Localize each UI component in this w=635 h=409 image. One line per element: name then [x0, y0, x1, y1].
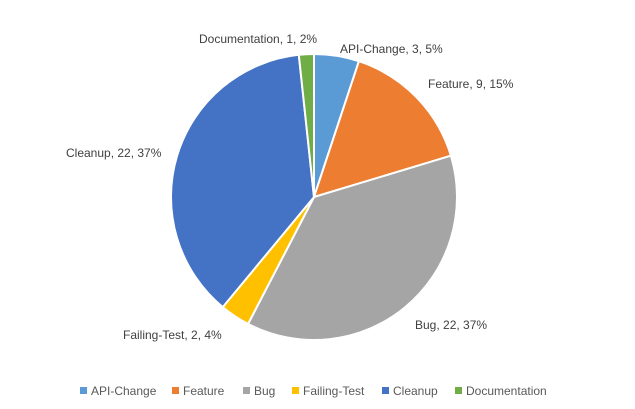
legend-swatch-feature: [172, 387, 179, 394]
legend-label-api-change: API-Change: [91, 384, 157, 398]
pie-data-labels: API-Change, 3, 5% Feature, 9, 15% Bug, 22,…: [66, 32, 514, 342]
data-label-bug: Bug, 22, 37%: [415, 318, 487, 332]
data-label-feature: Feature, 9, 15%: [428, 77, 514, 91]
pie-slice-feature: [312, 59, 453, 199]
legend-swatch-cleanup: [382, 387, 389, 394]
legend-item-cleanup: Cleanup: [382, 384, 438, 398]
legend-item-bug: Bug: [243, 384, 275, 398]
legend-swatch-bug: [243, 387, 250, 394]
legend-item-documentation: Documentation: [455, 384, 547, 398]
data-label-cleanup: Cleanup, 22, 37%: [66, 146, 162, 160]
data-label-documentation: Documentation, 1, 2%: [199, 32, 317, 46]
legend-label-cleanup: Cleanup: [393, 384, 438, 398]
legend-swatch-failing-test: [292, 387, 299, 394]
pie-slice-bug: [246, 154, 458, 341]
legend-item-failing-test: Failing-Test: [292, 384, 365, 398]
legend-label-failing-test: Failing-Test: [303, 384, 365, 398]
data-label-failing-test: Failing-Test, 2, 4%: [123, 328, 222, 342]
data-label-api-change: API-Change, 3, 5%: [340, 42, 443, 56]
pie-slices: [170, 52, 458, 341]
legend-label-bug: Bug: [254, 384, 275, 398]
legend-item-api-change: API-Change: [80, 384, 157, 398]
legend-label-feature: Feature: [183, 384, 225, 398]
legend: API-Change Feature Bug Failing-Test Cleanup D…: [80, 384, 547, 398]
pie-slice-cleanup: [170, 53, 316, 309]
legend-swatch-documentation: [455, 387, 462, 394]
legend-item-feature: Feature: [172, 384, 225, 398]
legend-label-documentation: Documentation: [466, 384, 547, 398]
legend-swatch-api-change: [80, 387, 87, 394]
pie-slice-documentation: [297, 52, 315, 198]
